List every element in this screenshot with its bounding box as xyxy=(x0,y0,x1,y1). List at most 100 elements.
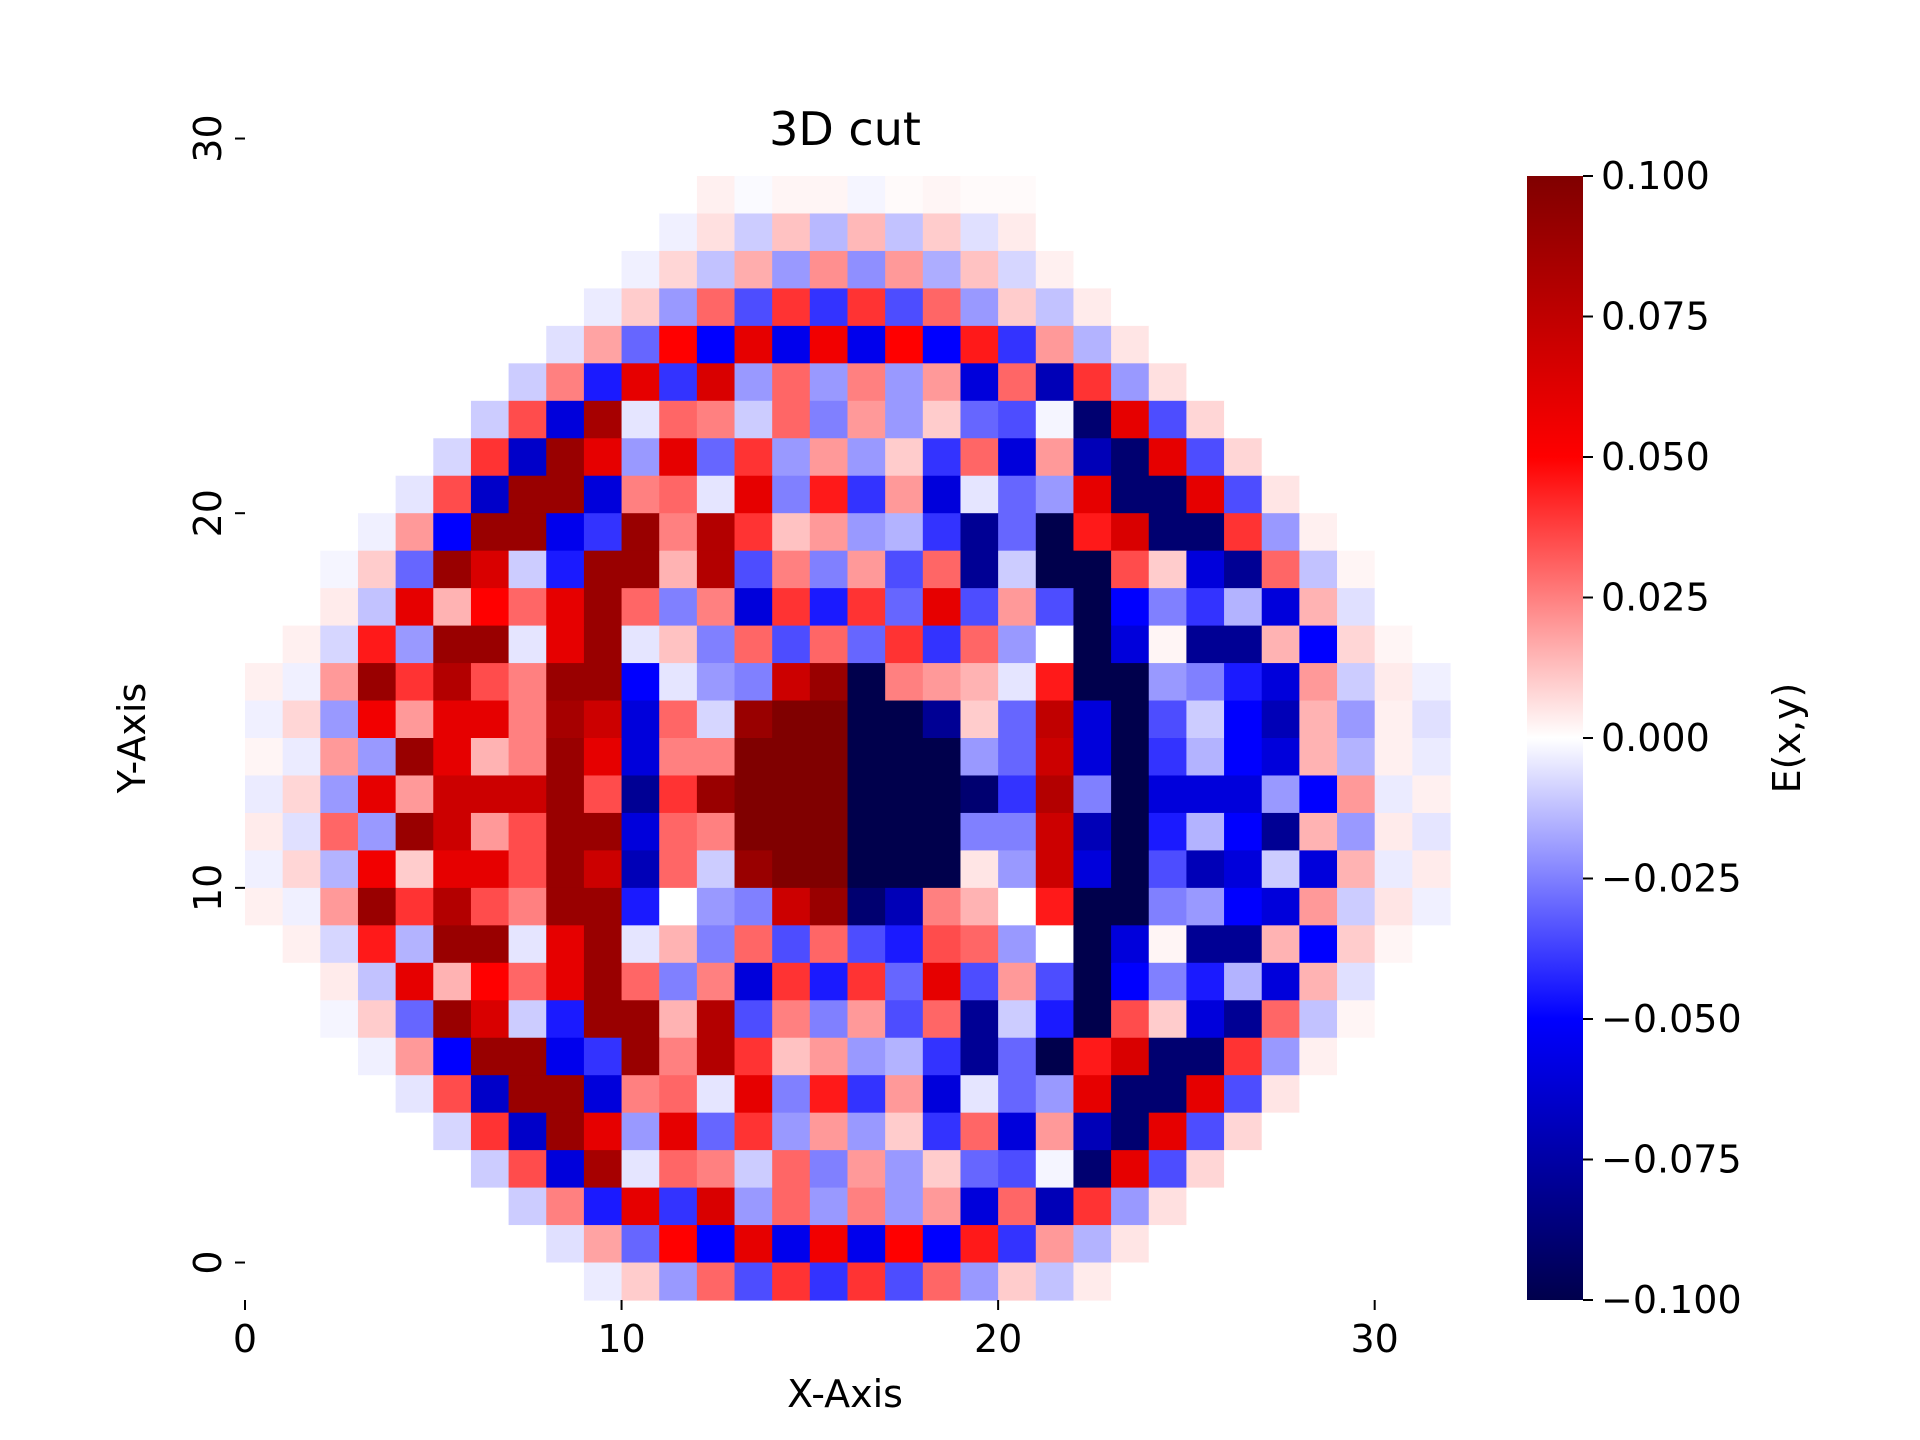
heatmap-cell xyxy=(1111,1075,1150,1114)
heatmap-cell xyxy=(245,738,284,777)
heatmap-cell xyxy=(659,625,698,664)
heatmap-cell xyxy=(922,438,962,477)
heatmap-cell xyxy=(320,213,359,252)
heatmap-cell xyxy=(922,962,962,1001)
heatmap-cell xyxy=(1337,887,1376,926)
heatmap-cell xyxy=(320,176,359,215)
heatmap-cell xyxy=(998,250,1037,289)
heatmap-cell xyxy=(659,1000,698,1039)
heatmap-cell xyxy=(885,1262,924,1301)
heatmap-cell xyxy=(1337,288,1376,327)
heatmap-cell xyxy=(998,887,1037,926)
heatmap-cell xyxy=(320,400,359,439)
heatmap-cell xyxy=(1035,513,1075,552)
heatmap-cell xyxy=(1073,1000,1112,1039)
heatmap-cell xyxy=(1186,1225,1225,1264)
heatmap-cell xyxy=(734,812,773,851)
heatmap-cell xyxy=(245,700,284,739)
heatmap-cell xyxy=(320,850,359,889)
heatmap-cell xyxy=(1261,1150,1300,1189)
heatmap-cell xyxy=(1374,700,1413,739)
heatmap-cell xyxy=(1299,325,1338,364)
heatmap-cell xyxy=(1299,513,1338,552)
heatmap-cell xyxy=(508,250,547,289)
heatmap-cell xyxy=(1337,400,1376,439)
heatmap-cell xyxy=(470,1112,510,1151)
heatmap-cell xyxy=(1224,625,1263,664)
heatmap-cell xyxy=(1224,663,1263,702)
heatmap-cell xyxy=(960,925,999,964)
heatmap-cell xyxy=(433,288,472,327)
heatmap-cell xyxy=(470,363,510,402)
heatmap-cell xyxy=(1224,550,1263,589)
heatmap-cell xyxy=(583,625,623,664)
heatmap-cell xyxy=(395,1150,434,1189)
heatmap-cell xyxy=(245,588,284,627)
heatmap-cell xyxy=(357,1112,397,1151)
heatmap-cell xyxy=(357,962,397,1001)
heatmap-cell xyxy=(1148,663,1188,702)
heatmap-cell xyxy=(583,812,623,851)
heatmap-cell xyxy=(1412,513,1451,552)
heatmap-cell xyxy=(659,176,698,215)
heatmap-cell xyxy=(357,176,397,215)
heatmap-cell xyxy=(734,550,773,589)
heatmap-cell xyxy=(847,363,886,402)
heatmap-cell xyxy=(922,250,962,289)
heatmap-cell xyxy=(847,1225,886,1264)
heatmap-cell xyxy=(1224,887,1263,926)
heatmap-cell xyxy=(1148,363,1188,402)
heatmap-cell xyxy=(1073,812,1112,851)
heatmap-cell xyxy=(508,1225,547,1264)
heatmap-cell xyxy=(320,588,359,627)
heatmap-cell xyxy=(282,325,321,364)
heatmap-cell xyxy=(508,775,547,814)
heatmap-cell xyxy=(245,812,284,851)
heatmap-cell xyxy=(1337,588,1376,627)
heatmap-cell xyxy=(998,738,1037,777)
heatmap-cell xyxy=(922,513,962,552)
heatmap-cell xyxy=(1148,1037,1188,1076)
heatmap-cell xyxy=(433,962,472,1001)
heatmap-cell xyxy=(1224,1225,1263,1264)
heatmap-cell xyxy=(734,663,773,702)
heatmap-cell xyxy=(885,1075,924,1114)
heatmap-cell xyxy=(734,1187,773,1226)
heatmap-cell xyxy=(546,588,585,627)
heatmap-cell xyxy=(1261,288,1300,327)
heatmap-cell xyxy=(583,925,623,964)
heatmap-cell xyxy=(772,738,811,777)
heatmap-cell xyxy=(546,700,585,739)
heatmap-cell xyxy=(734,213,773,252)
heatmap-cell xyxy=(433,738,472,777)
heatmap-cell xyxy=(1148,550,1188,589)
heatmap-cell xyxy=(960,738,999,777)
colorbar-tick-label: −0.075 xyxy=(1601,1138,1742,1182)
heatmap-cell xyxy=(433,1075,472,1114)
heatmap-cell xyxy=(922,363,962,402)
colorbar-label: E(x,y) xyxy=(1765,683,1809,794)
heatmap-cell xyxy=(1374,400,1413,439)
heatmap-cell xyxy=(1412,925,1451,964)
heatmap-cell xyxy=(395,438,434,477)
heatmap-cell xyxy=(1111,213,1150,252)
heatmap-cell xyxy=(395,625,434,664)
heatmap-cell xyxy=(659,812,698,851)
heatmap-cell xyxy=(734,513,773,552)
heatmap-cell xyxy=(960,288,999,327)
heatmap-cell xyxy=(734,738,773,777)
heatmap-cell xyxy=(395,812,434,851)
heatmap-cell xyxy=(357,288,397,327)
heatmap-cell xyxy=(508,325,547,364)
heatmap-cell xyxy=(320,1075,359,1114)
heatmap-cell xyxy=(960,625,999,664)
heatmap-cell xyxy=(847,850,886,889)
heatmap-cell xyxy=(433,475,472,514)
heatmap-cell xyxy=(998,513,1037,552)
heatmap-cell xyxy=(1111,1037,1150,1076)
heatmap-cell xyxy=(433,925,472,964)
heatmap-cell xyxy=(433,176,472,215)
heatmap-cell xyxy=(508,1037,547,1076)
heatmap-cell xyxy=(320,738,359,777)
heatmap-cell xyxy=(583,1075,623,1114)
